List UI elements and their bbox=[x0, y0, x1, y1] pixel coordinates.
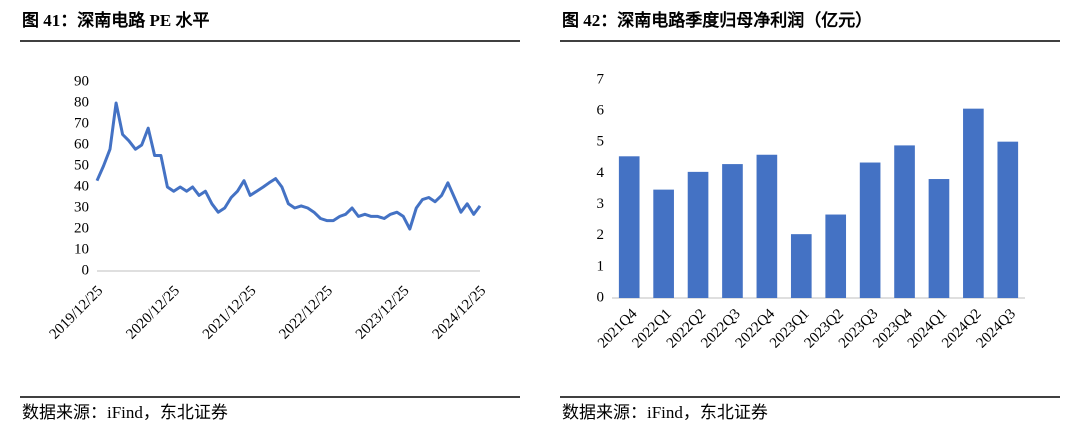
y-tick-label: 50 bbox=[74, 157, 89, 173]
bar bbox=[894, 145, 915, 298]
x-tick-label: 2024/12/25 bbox=[430, 283, 490, 343]
y-tick-label: 20 bbox=[74, 220, 89, 236]
chart-title: 图 41：深南电路 PE 水平 bbox=[22, 10, 209, 30]
bar bbox=[687, 171, 709, 298]
y-tick-label: 5 bbox=[597, 134, 605, 150]
y-tick-label: 90 bbox=[74, 73, 89, 89]
bar bbox=[756, 154, 778, 298]
bar bbox=[928, 179, 950, 298]
line bbox=[95, 101, 482, 231]
y-tick-label: 60 bbox=[74, 136, 89, 152]
bar bbox=[722, 164, 743, 298]
y-tick-label: 70 bbox=[74, 115, 89, 131]
bar bbox=[653, 189, 674, 298]
y-tick-label: 1 bbox=[597, 258, 605, 274]
x-tick-label: 2019/12/25 bbox=[47, 283, 107, 343]
bar bbox=[790, 234, 812, 298]
y-tick-label: 6 bbox=[597, 103, 605, 119]
bar bbox=[963, 108, 984, 298]
y-tick-label: 0 bbox=[597, 289, 605, 305]
y-tick-label: 2 bbox=[597, 227, 605, 243]
bar bbox=[997, 141, 1019, 298]
x-tick-label: 2022/12/25 bbox=[276, 283, 336, 343]
source: 数据来源：iFind，东北证券 bbox=[562, 403, 768, 422]
y-tick-label: 10 bbox=[74, 241, 89, 257]
bar bbox=[859, 162, 881, 298]
y-tick-label: 0 bbox=[82, 262, 90, 278]
bar bbox=[825, 214, 847, 298]
x-tick-label: 2023/12/25 bbox=[353, 283, 413, 343]
y-tick-label: 40 bbox=[74, 178, 89, 194]
bar bbox=[618, 156, 640, 298]
y-tick-label: 3 bbox=[597, 196, 605, 212]
x-tick-label: 2020/12/25 bbox=[123, 283, 183, 343]
x-tick-label: 2024Q3 bbox=[974, 306, 1019, 351]
chart-title: 图 42：深南电路季度归母净利润（亿元） bbox=[562, 10, 872, 30]
y-tick-label: 4 bbox=[597, 165, 605, 181]
x-tick-label: 2021/12/25 bbox=[200, 283, 260, 343]
y-tick-label: 30 bbox=[74, 199, 89, 215]
source: 数据来源：iFind，东北证券 bbox=[22, 403, 228, 422]
y-tick-label: 80 bbox=[74, 94, 89, 110]
y-tick-label: 7 bbox=[597, 71, 605, 87]
